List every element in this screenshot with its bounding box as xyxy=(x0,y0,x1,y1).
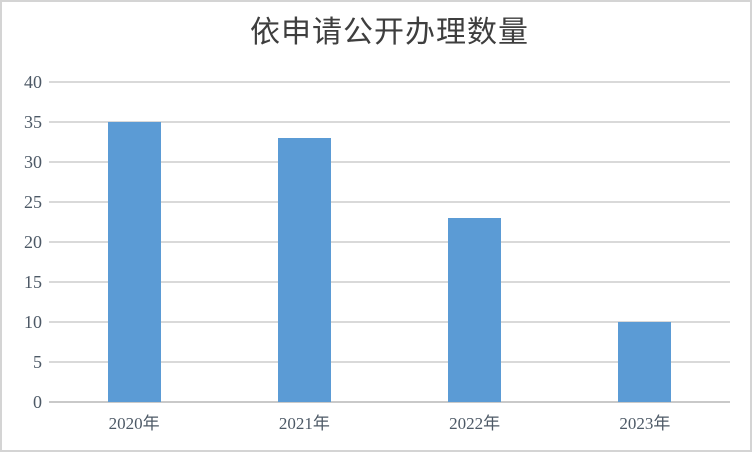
y-tick-label: 30 xyxy=(24,152,42,172)
x-axis: 2020年 2021年 2022年 2023年 xyxy=(49,411,730,437)
y-tick-label: 15 xyxy=(24,272,42,292)
gridline xyxy=(49,361,730,363)
gridline xyxy=(49,161,730,163)
gridline xyxy=(49,281,730,283)
gridline xyxy=(49,121,730,123)
y-tick-label: 40 xyxy=(24,72,42,92)
gridline xyxy=(49,201,730,203)
x-tick-label: 2023年 xyxy=(619,414,671,433)
y-tick-label: 35 xyxy=(24,112,42,132)
y-axis: 0 5 10 15 20 25 30 35 40 xyxy=(2,72,42,412)
gridline xyxy=(49,81,730,83)
bar-2021年 xyxy=(277,138,331,402)
x-tick-label: 2020年 xyxy=(108,414,160,433)
bar-2020年 xyxy=(107,122,161,402)
gridline xyxy=(49,241,730,243)
y-tick-label: 20 xyxy=(24,232,42,252)
y-tick-label: 0 xyxy=(33,392,42,412)
plot-area xyxy=(49,81,730,403)
x-tick-label: 2021年 xyxy=(278,414,330,433)
y-tick-label: 5 xyxy=(33,352,42,372)
chart-title: 依申请公开办理数量 xyxy=(250,16,529,49)
gridline xyxy=(49,321,730,323)
bar-2022年 xyxy=(448,218,502,402)
x-axis-line xyxy=(49,401,730,403)
y-tick-label: 10 xyxy=(24,312,42,332)
bar-2023年 xyxy=(618,322,672,402)
x-tick-label: 2022年 xyxy=(449,414,501,433)
y-tick-label: 25 xyxy=(24,192,42,212)
